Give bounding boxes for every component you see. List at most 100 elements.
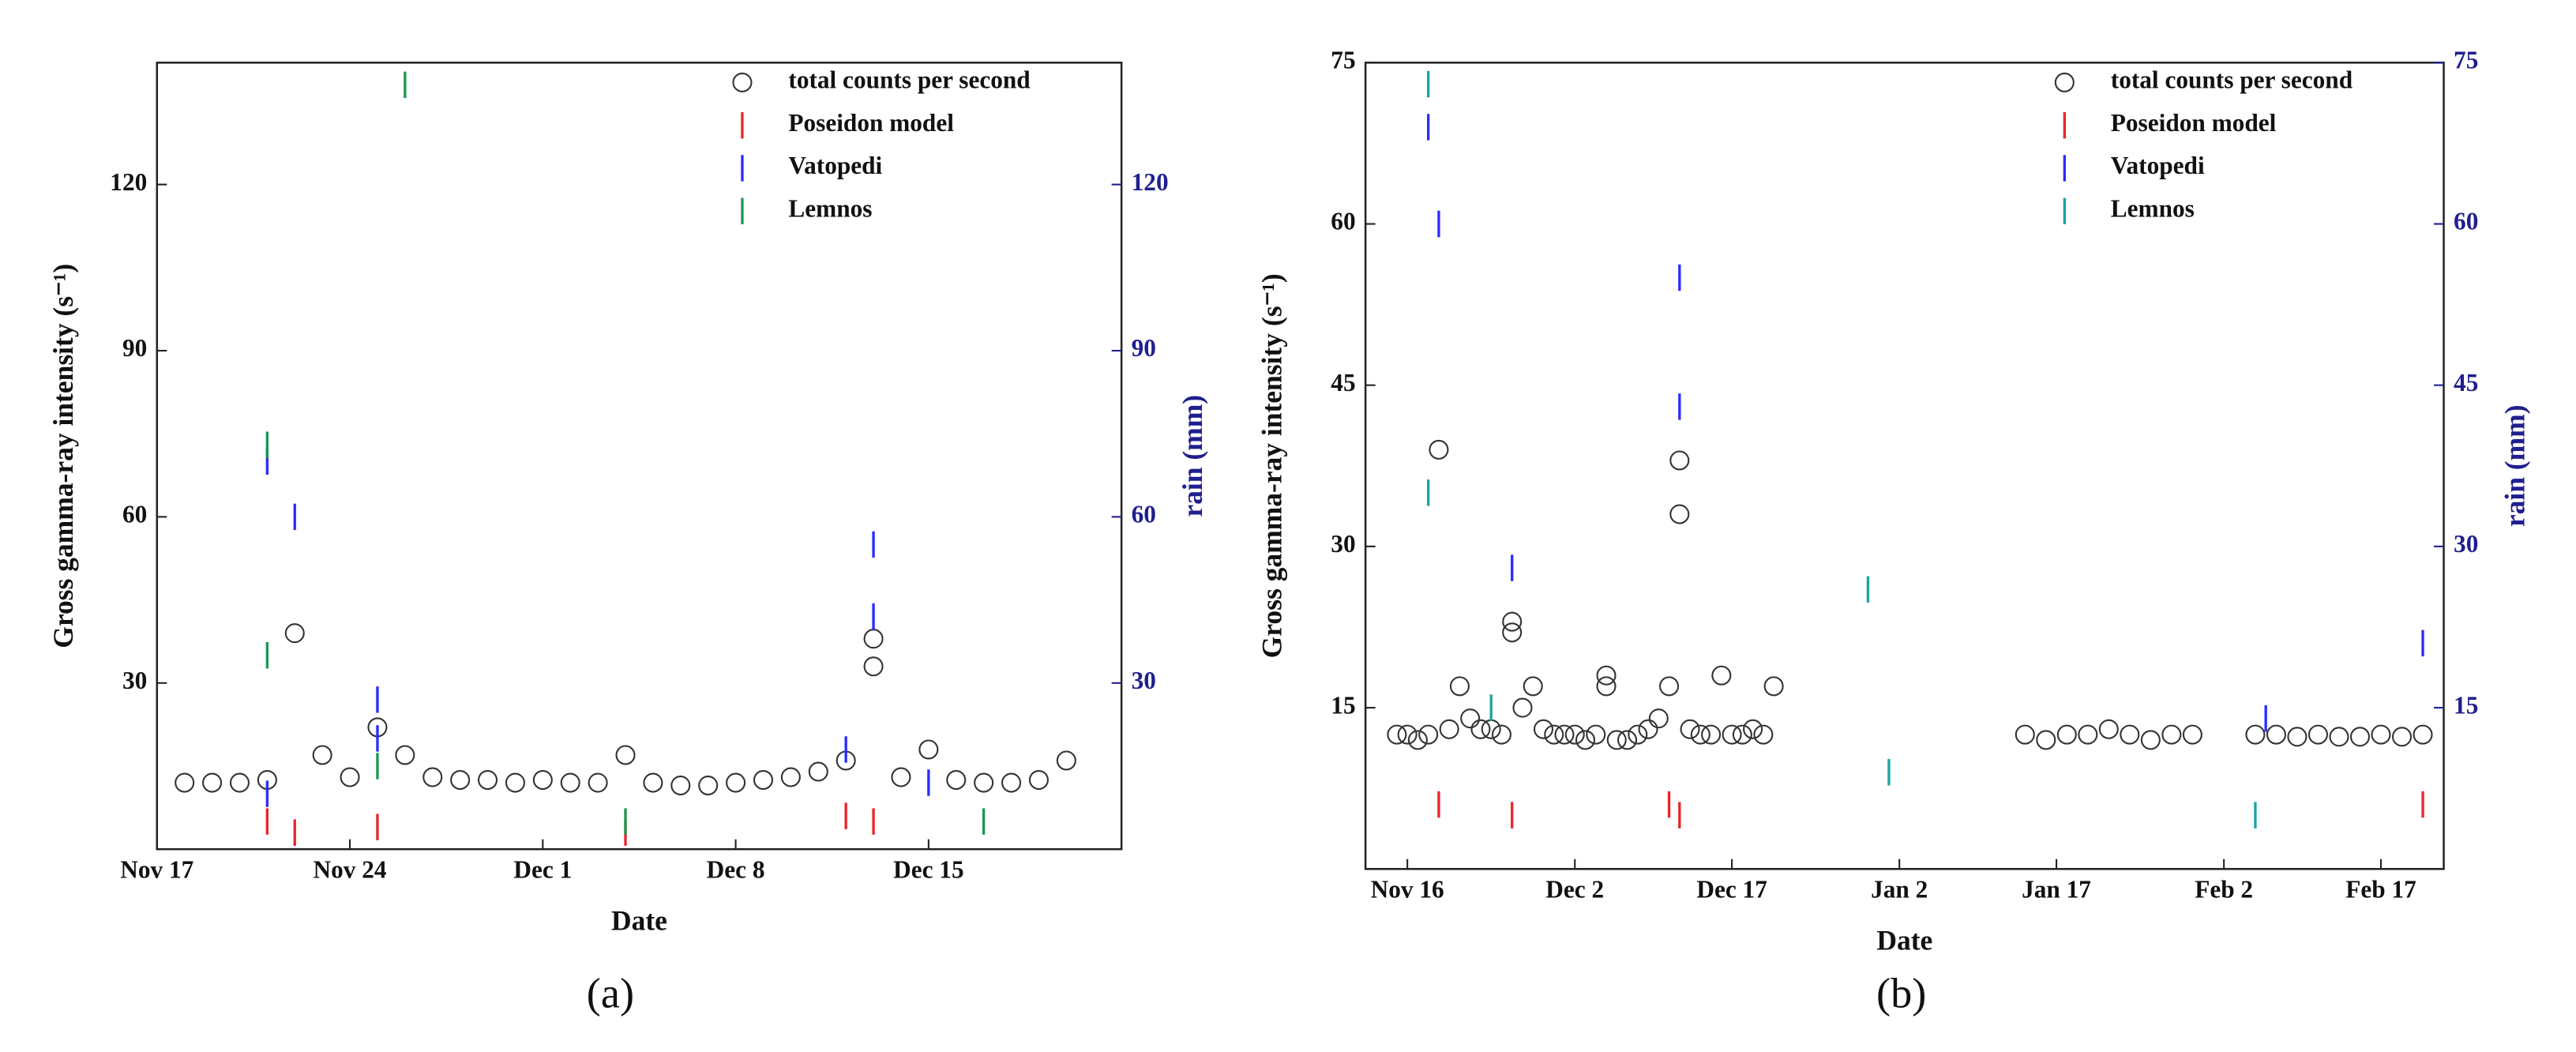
count-point (2140, 730, 2161, 750)
y2-tick-label: 30 (2454, 530, 2478, 558)
count-point (1753, 724, 1774, 745)
count-point (1575, 730, 1596, 750)
legend-symbol (732, 72, 753, 92)
x-tick-label: Nov 17 (120, 856, 193, 884)
y2-tick-label: 60 (1132, 501, 1156, 528)
count-point (1596, 676, 1617, 697)
count-point (1638, 719, 1658, 739)
count-point (2120, 724, 2140, 745)
count-point (1763, 676, 1784, 697)
count-point (1659, 676, 1680, 697)
count-point (863, 629, 884, 649)
count-point (1028, 770, 1049, 791)
count-point (2182, 724, 2202, 745)
count-point (505, 772, 525, 793)
count-point (2015, 724, 2035, 745)
count-point (588, 772, 608, 793)
count-point (1439, 719, 1459, 739)
x-tick-label: Nov 16 (1371, 876, 1444, 904)
count-point (1449, 676, 1470, 697)
y2-tick-label: 75 (2454, 47, 2478, 74)
count-point (698, 776, 719, 796)
plot-frame (1364, 62, 2445, 870)
count-point (2245, 724, 2266, 745)
count-point (1001, 772, 1022, 793)
count-point (422, 767, 443, 787)
count-point (532, 770, 553, 791)
legend-label: Vatopedi (2111, 152, 2205, 179)
count-point (175, 772, 195, 793)
legend-label: Vatopedi (788, 152, 882, 179)
count-point (1669, 450, 1690, 471)
count-point (1512, 697, 1533, 718)
count-point (229, 772, 250, 793)
y-tick-label: 15 (1331, 691, 1355, 719)
count-point (1523, 676, 1543, 697)
count-point (450, 770, 471, 791)
y-tick-label: 60 (122, 501, 147, 528)
legend-label: total counts per second (2111, 66, 2353, 94)
x-tick-label: Dec 2 (1545, 876, 1604, 904)
count-point (1502, 611, 1523, 632)
y-axis-label: Gross gamma-ray intensity (s⁻¹) (47, 264, 79, 648)
count-point (478, 770, 498, 791)
count-point (1711, 665, 1732, 686)
x-tick-label: Dec 1 (513, 856, 572, 884)
count-point (1606, 730, 1627, 750)
count-point (891, 767, 911, 787)
count-point (202, 772, 223, 793)
count-point (1628, 724, 1648, 745)
chart-panel: Nov 16 Dec 2 Dec 17 Jan 2 Jan 17 Feb 2 Feb 17 1… (1256, 47, 2530, 1017)
count-point (1732, 724, 1752, 745)
count-point (1743, 719, 1763, 739)
x-tick-label: Nov 24 (314, 856, 387, 884)
y2-tick-label: 90 (1132, 334, 1156, 362)
count-point (1407, 730, 1428, 750)
count-point (1491, 724, 1511, 745)
y-tick-label: 90 (122, 334, 147, 362)
legend-label: Poseidon model (2111, 109, 2277, 137)
x-tick-label: Feb 2 (2195, 876, 2253, 904)
panel-label: (b) (1876, 970, 1926, 1017)
count-point (2349, 727, 2371, 747)
count-point (1701, 724, 1722, 745)
count-point (1690, 724, 1710, 745)
y-tick-label: 45 (1331, 369, 1355, 396)
y2-axis-label: rain (mm) (2499, 404, 2531, 527)
x-tick-label: Dec 8 (707, 856, 765, 884)
count-point (1544, 724, 1564, 745)
count-point (2308, 724, 2328, 745)
y2-tick-label: 30 (1132, 667, 1156, 694)
count-point (808, 761, 828, 782)
count-point (974, 772, 994, 793)
legend-label: Lemnos (788, 194, 872, 222)
plot-frame (156, 62, 1123, 851)
y2-tick-label: 45 (2454, 369, 2478, 396)
count-point (1470, 719, 1491, 739)
count-point (1056, 750, 1076, 771)
count-point (284, 623, 305, 644)
chart-panel: Nov 17 Nov 24 Dec 1 Dec 8 Dec 15 30 60 90 120 30 6… (47, 62, 1208, 1017)
legend-label: Lemnos (2111, 194, 2195, 222)
legend-label: total counts per second (788, 66, 1031, 94)
count-point (2036, 730, 2056, 750)
count-point (1648, 708, 1669, 729)
count-point (1586, 724, 1606, 745)
count-point (946, 770, 967, 791)
count-point (2266, 724, 2286, 745)
count-point (1502, 622, 1523, 643)
count-point (2078, 724, 2098, 745)
count-point (1722, 724, 1742, 745)
y-tick-label: 75 (1331, 47, 1355, 74)
panel-label: (a) (587, 970, 634, 1017)
x-tick-label: Jan 17 (2022, 876, 2091, 904)
y-tick-label: 30 (1331, 530, 1355, 558)
count-point (753, 770, 774, 791)
count-point (2329, 727, 2349, 747)
count-point (1387, 724, 1407, 745)
count-point (2413, 724, 2433, 745)
count-point (2287, 727, 2308, 747)
count-point (560, 772, 580, 793)
count-point (1564, 724, 1585, 745)
